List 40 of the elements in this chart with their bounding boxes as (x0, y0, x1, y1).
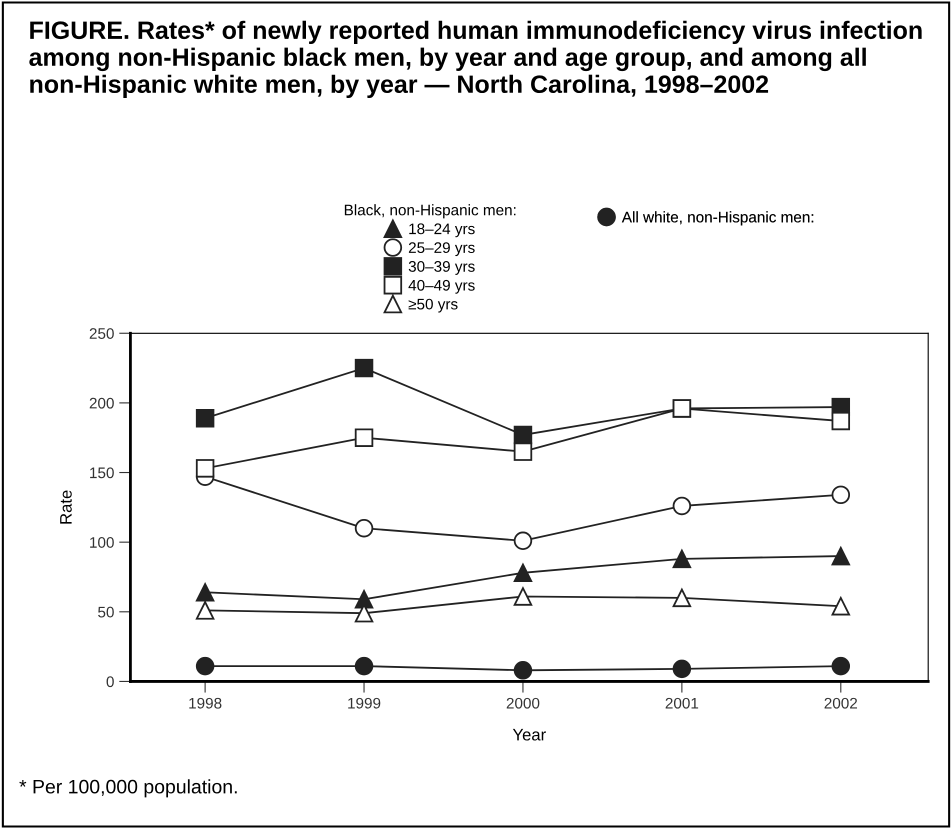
x-axis-title: Year (512, 728, 546, 741)
x-tick-label: 2002 (824, 698, 858, 709)
point (196, 459, 214, 478)
y-tick-label: 200 (90, 398, 114, 409)
legend-title: Black, non-Hispanic men: (344, 204, 516, 218)
x-tick-label: 1998 (189, 698, 222, 709)
point (514, 564, 532, 582)
point (832, 656, 850, 676)
x-tick-label: 2000 (506, 698, 540, 709)
legend-label: ≥50 yrs (408, 298, 458, 313)
y-tick-label: 100 (90, 537, 114, 548)
point (354, 428, 374, 447)
point (196, 583, 214, 602)
y-tick-label: 150 (90, 467, 114, 478)
point (196, 408, 214, 428)
point (354, 590, 374, 609)
x-tick-label: 1999 (348, 698, 380, 709)
legend-label: 18–24 yrs (409, 223, 475, 238)
chart-title: FIGURE. Rates* of newly reported human immunodeficiency virus infection among non-Hispanic black men, by year and age group, and among all non-Hispanic white men, by year — North Carolina, 1998–2002 (29, 20, 922, 98)
y-tick-label: 0 (106, 676, 114, 688)
point (832, 412, 850, 430)
text: * Per 100,000 population. (19, 779, 237, 798)
y-tick-label: 250 (90, 328, 114, 339)
legend-label: 40–49 yrs (408, 280, 475, 294)
y-axis-title: Rate (60, 490, 72, 524)
legend-label: 25–29 yrs (408, 242, 475, 256)
point (672, 660, 692, 678)
point (354, 656, 374, 676)
point (196, 656, 214, 676)
legend-label: All white, non-Hispanic men: (622, 211, 814, 226)
y-tick-label: 50 (98, 606, 114, 618)
legend-label: 30–39 yrs (408, 261, 475, 275)
point (514, 442, 532, 461)
point (672, 496, 692, 516)
point (354, 358, 374, 378)
point (514, 426, 532, 444)
point (514, 661, 532, 680)
x-tick-label: 2001 (666, 698, 698, 709)
point (672, 550, 692, 568)
point (832, 546, 850, 566)
